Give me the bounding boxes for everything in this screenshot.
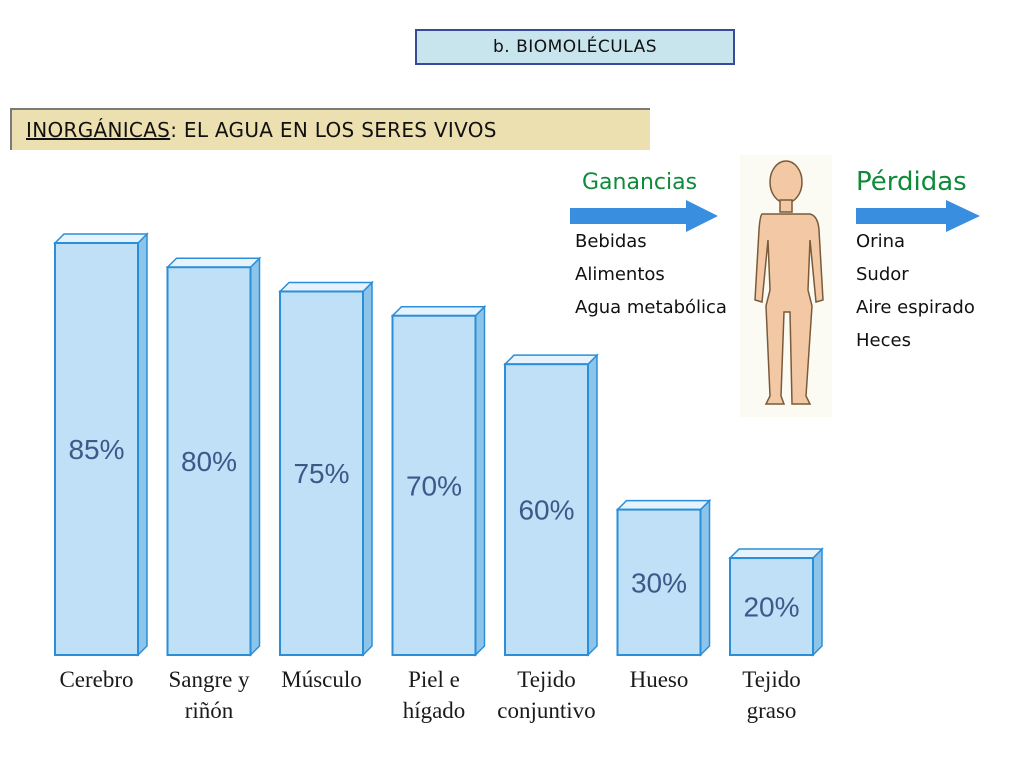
bar: 20% <box>728 547 824 657</box>
heading-prefix: INORGÁNICAS <box>26 118 171 142</box>
bar-top <box>53 233 149 244</box>
bar-front <box>616 508 702 656</box>
losses-list: Orina Sudor Aire espirado Heces <box>856 225 975 357</box>
bar-value-label: 80% <box>181 446 237 477</box>
bar-value-label: 60% <box>518 495 574 526</box>
category-label: Sangre y riñón <box>168 667 250 723</box>
bar-value-label: 30% <box>631 567 687 598</box>
bar-side <box>474 304 486 657</box>
bar-front <box>729 557 814 657</box>
human-body-icon <box>740 155 832 417</box>
bar-side <box>587 353 598 657</box>
bar-top <box>615 499 712 511</box>
bar-front <box>279 290 364 656</box>
category-label: Hueso <box>630 667 689 692</box>
heading-rest: : EL AGUA EN LOS SERES VIVOS <box>170 118 497 142</box>
bar-front <box>54 242 139 656</box>
section-title: b. BIOMOLÉCULAS <box>492 37 657 57</box>
bar-side <box>249 256 261 657</box>
losses-arrow-icon <box>856 200 980 232</box>
bar-front <box>391 314 477 656</box>
losses-item: Aire espirado <box>856 297 975 318</box>
bar-top <box>503 354 599 365</box>
gains-item: Agua metabólica <box>575 297 727 318</box>
category-label: Cerebro <box>59 667 133 692</box>
bar-value-label: 75% <box>293 458 349 489</box>
gains-arrow-icon <box>570 200 718 232</box>
section-title-box: b. BIOMOLÉCULAS <box>415 29 735 65</box>
bar: 30% <box>615 498 712 657</box>
bar-front <box>166 266 252 656</box>
gains-label: Ganancias <box>582 170 698 195</box>
category-label: Músculo <box>281 667 362 692</box>
category-label: Tejido graso <box>742 667 800 723</box>
bar-top <box>165 257 262 268</box>
bar-top <box>728 548 824 559</box>
category-label: Piel e hígado <box>403 667 466 723</box>
bar-top <box>390 305 487 317</box>
bar-top <box>278 281 374 293</box>
gains-item: Bebidas <box>575 231 647 252</box>
bar: 85% <box>53 232 149 657</box>
bar-side <box>812 547 823 657</box>
gains-list: Bebidas Alimentos Agua metabólica <box>575 225 727 324</box>
bar-side <box>699 498 711 657</box>
bar-value-label: 85% <box>68 434 124 465</box>
bar: 60% <box>503 353 599 657</box>
bar-value-label: 70% <box>406 470 462 501</box>
bar-front <box>504 363 589 656</box>
losses-item: Heces <box>856 330 911 351</box>
gains-item: Alimentos <box>575 264 665 285</box>
bar: 80% <box>165 256 262 657</box>
bar-value-label: 20% <box>743 592 799 623</box>
losses-item: Orina <box>856 231 906 252</box>
bar-side <box>137 232 148 657</box>
losses-label: Pérdidas <box>856 167 967 197</box>
bar: 70% <box>390 304 487 657</box>
bar: 75% <box>278 280 374 657</box>
losses-item: Sudor <box>856 264 909 285</box>
heading-box: INORGÁNICAS: EL AGUA EN LOS SERES VIVOS <box>10 108 650 150</box>
bar-side <box>362 280 373 657</box>
category-label: Tejido conjuntivo <box>497 667 595 723</box>
